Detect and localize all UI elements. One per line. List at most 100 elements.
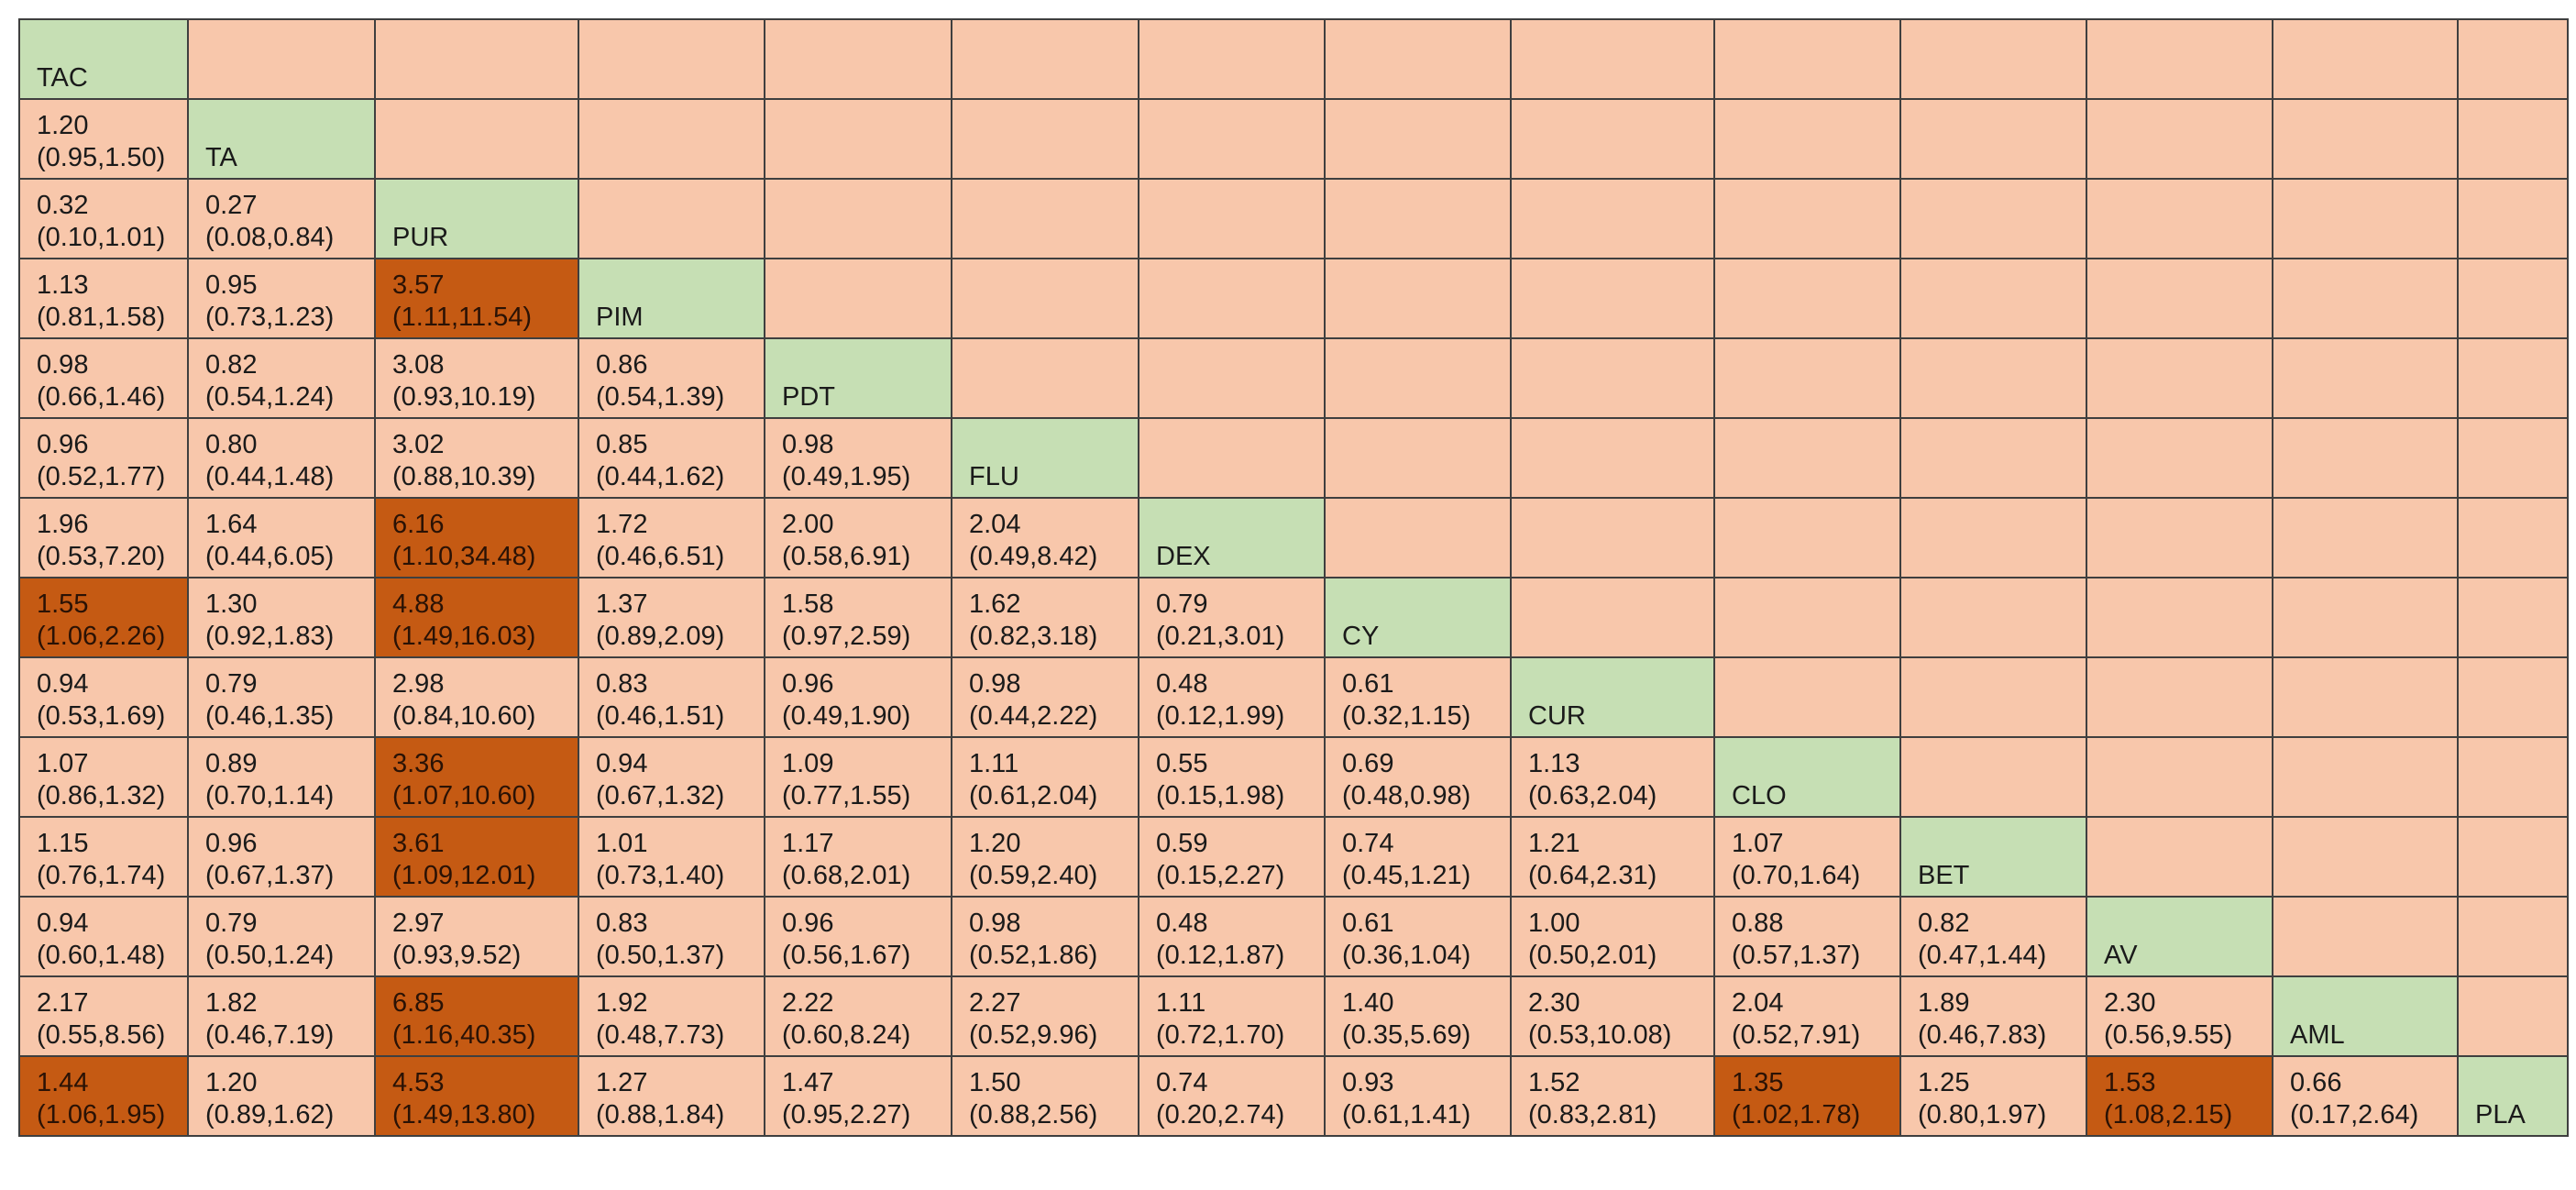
comparison-cell: 0.82 (0.54,1.24) [187, 337, 376, 419]
treatment-label-cell: AML [2272, 975, 2459, 1057]
effect-estimate: 1.13 [1528, 749, 1580, 779]
effect-estimate: 1.82 [205, 988, 258, 1019]
confidence-interval: (0.72,1.70) [1156, 1020, 1285, 1051]
effect-estimate: 0.82 [205, 350, 258, 380]
effect-estimate: 4.53 [392, 1068, 445, 1098]
comparison-cell: 0.96 (0.52,1.77) [18, 417, 189, 499]
comparison-cell: 1.20 (0.59,2.40) [951, 816, 1139, 898]
confidence-interval: (0.55,8.56) [37, 1020, 166, 1051]
empty-cell [1899, 417, 2087, 499]
effect-estimate: 1.55 [37, 589, 89, 620]
empty-cell [2272, 417, 2459, 499]
comparison-cell: 3.08 (0.93,10.19) [374, 337, 579, 419]
effect-estimate: 0.83 [596, 669, 648, 700]
empty-cell [2457, 258, 2569, 339]
empty-cell [2457, 656, 2569, 738]
confidence-interval: (0.88,1.84) [596, 1100, 725, 1130]
comparison-cell: 2.04 (0.49,8.42) [951, 497, 1139, 578]
effect-estimate: 0.94 [596, 749, 648, 779]
effect-estimate: 0.79 [1156, 589, 1208, 620]
confidence-interval: (1.49,13.80) [392, 1100, 536, 1130]
confidence-interval: (0.68,2.01) [782, 861, 911, 891]
empty-cell [951, 18, 1139, 100]
empty-cell [1899, 98, 2087, 180]
comparison-cell: 3.57 (1.11,11.54) [374, 258, 579, 339]
confidence-interval: (0.44,1.48) [205, 462, 335, 492]
confidence-interval: (0.56,9.55) [2104, 1020, 2233, 1051]
confidence-interval: (0.64,2.31) [1528, 861, 1657, 891]
empty-cell [1713, 656, 1901, 738]
confidence-interval: (0.95,2.27) [782, 1100, 911, 1130]
effect-estimate: 0.59 [1156, 829, 1208, 859]
comparison-cell: 1.09 (0.77,1.55) [764, 736, 952, 818]
treatment-label-cell: TAC [18, 18, 189, 100]
empty-cell [2272, 896, 2459, 977]
comparison-cell: 1.96 (0.53,7.20) [18, 497, 189, 578]
comparison-cell: 0.88 (0.57,1.37) [1713, 896, 1901, 977]
league-table: TAC 1.20 (0.95,1.50) TA 0.32 (0.10,1.01) 0.27(… [18, 18, 2569, 1137]
effect-estimate: 0.96 [782, 909, 834, 939]
empty-cell [578, 178, 765, 259]
confidence-interval: (0.61,2.04) [969, 781, 1098, 811]
effect-estimate: 1.52 [1528, 1068, 1580, 1098]
empty-cell [2457, 896, 2569, 977]
comparison-cell: 1.01 (0.73,1.40) [578, 816, 765, 898]
effect-estimate: 3.02 [392, 430, 445, 460]
confidence-interval: (0.52,1.77) [37, 462, 166, 492]
effect-estimate: 1.64 [205, 510, 258, 540]
comparison-cell: 4.53 (1.49,13.80) [374, 1055, 579, 1137]
effect-estimate: 0.80 [205, 430, 258, 460]
empty-cell [1510, 258, 1715, 339]
comparison-cell: 1.82 (0.46,7.19) [187, 975, 376, 1057]
empty-cell [1713, 178, 1901, 259]
empty-cell [2457, 975, 2569, 1057]
confidence-interval: (1.11,11.54) [392, 303, 533, 333]
comparison-cell: 0.74 (0.45,1.21) [1324, 816, 1512, 898]
comparison-cell: 1.92 (0.48,7.73) [578, 975, 765, 1057]
comparison-cell: 0.61 (0.32,1.15) [1324, 656, 1512, 738]
empty-cell [2272, 656, 2459, 738]
comparison-cell: 0.74 (0.20,2.74) [1138, 1055, 1326, 1137]
empty-cell [1899, 18, 2087, 100]
confidence-interval: (0.32,1.15) [1342, 701, 1471, 732]
empty-cell [1899, 258, 2087, 339]
empty-cell [2086, 736, 2273, 818]
comparison-cell: 0.95 (0.73,1.23) [187, 258, 376, 339]
comparison-cell: 2.22 (0.60,8.24) [764, 975, 952, 1057]
confidence-interval: (0.77,1.55) [782, 781, 911, 811]
effect-estimate: 1.96 [37, 510, 89, 540]
effect-estimate: 1.40 [1342, 988, 1394, 1019]
effect-estimate: 3.61 [392, 829, 445, 859]
effect-estimate: 1.17 [782, 829, 834, 859]
treatment-label-cell: CUR [1510, 656, 1715, 738]
empty-cell [2457, 497, 2569, 578]
effect-estimate: 0.94 [37, 669, 89, 700]
empty-cell [1510, 98, 1715, 180]
empty-cell [2086, 497, 2273, 578]
comparison-cell: 0.96 (0.67,1.37) [187, 816, 376, 898]
comparison-cell: 0.32 (0.10,1.01) [18, 178, 189, 259]
confidence-interval: (0.52,9.96) [969, 1020, 1098, 1051]
confidence-interval: (0.46,7.19) [205, 1020, 335, 1051]
empty-cell [764, 178, 952, 259]
empty-cell [2457, 178, 2569, 259]
confidence-interval: (0.66,1.46) [37, 382, 166, 413]
confidence-interval: (1.07,10.60) [392, 781, 536, 811]
empty-cell [2086, 98, 2273, 180]
comparison-cell: 2.00 (0.58,6.91) [764, 497, 952, 578]
empty-cell [2457, 18, 2569, 100]
confidence-interval: (0.57,1.37) [1732, 941, 1861, 971]
effect-estimate: 1.50 [969, 1068, 1021, 1098]
effect-estimate: 0.94 [37, 909, 89, 939]
empty-cell [2272, 258, 2459, 339]
effect-estimate: 1.62 [969, 589, 1021, 620]
effect-estimate: 0.66 [2290, 1068, 2342, 1098]
comparison-cell: 0.89 (0.70,1.14) [187, 736, 376, 818]
effect-estimate: 1.11 [969, 749, 1019, 779]
confidence-interval: (0.92,1.83) [205, 622, 335, 652]
empty-cell [1899, 497, 2087, 578]
confidence-interval: (0.52,1.86) [969, 941, 1098, 971]
treatment-label-cell: BET [1899, 816, 2087, 898]
effect-estimate: 1.13 [37, 270, 89, 301]
comparison-cell: 2.17 (0.55,8.56) [18, 975, 189, 1057]
